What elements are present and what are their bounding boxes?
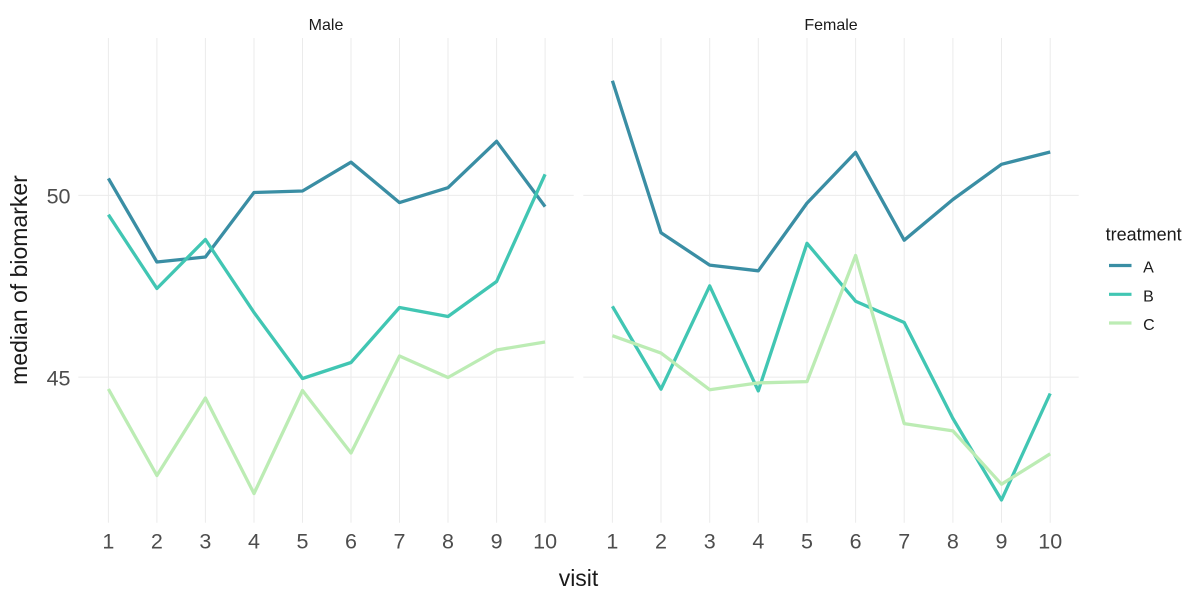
svg-text:9: 9 [996, 530, 1008, 554]
svg-text:1: 1 [102, 530, 114, 554]
svg-text:8: 8 [947, 530, 959, 554]
svg-text:50: 50 [47, 185, 71, 209]
svg-text:A: A [1143, 260, 1154, 277]
svg-text:4: 4 [248, 530, 260, 554]
svg-text:7: 7 [898, 530, 910, 554]
svg-text:C: C [1143, 317, 1155, 334]
svg-text:B: B [1143, 289, 1154, 306]
svg-text:8: 8 [442, 530, 454, 554]
svg-text:45: 45 [47, 367, 71, 391]
svg-text:median of biomarker: median of biomarker [6, 175, 32, 385]
svg-text:10: 10 [533, 530, 557, 554]
svg-text:visit: visit [559, 565, 599, 591]
svg-text:2: 2 [151, 530, 163, 554]
svg-text:Male: Male [309, 17, 344, 34]
svg-text:7: 7 [394, 530, 406, 554]
svg-text:5: 5 [297, 530, 309, 554]
svg-text:9: 9 [491, 530, 503, 554]
svg-text:10: 10 [1038, 530, 1062, 554]
svg-text:2: 2 [655, 530, 667, 554]
svg-text:treatment: treatment [1106, 224, 1182, 244]
svg-text:5: 5 [801, 530, 813, 554]
svg-text:1: 1 [606, 530, 618, 554]
svg-text:4: 4 [752, 530, 764, 554]
svg-text:6: 6 [850, 530, 862, 554]
svg-text:Female: Female [804, 17, 857, 34]
svg-text:3: 3 [199, 530, 211, 554]
svg-text:6: 6 [345, 530, 357, 554]
svg-text:3: 3 [704, 530, 716, 554]
